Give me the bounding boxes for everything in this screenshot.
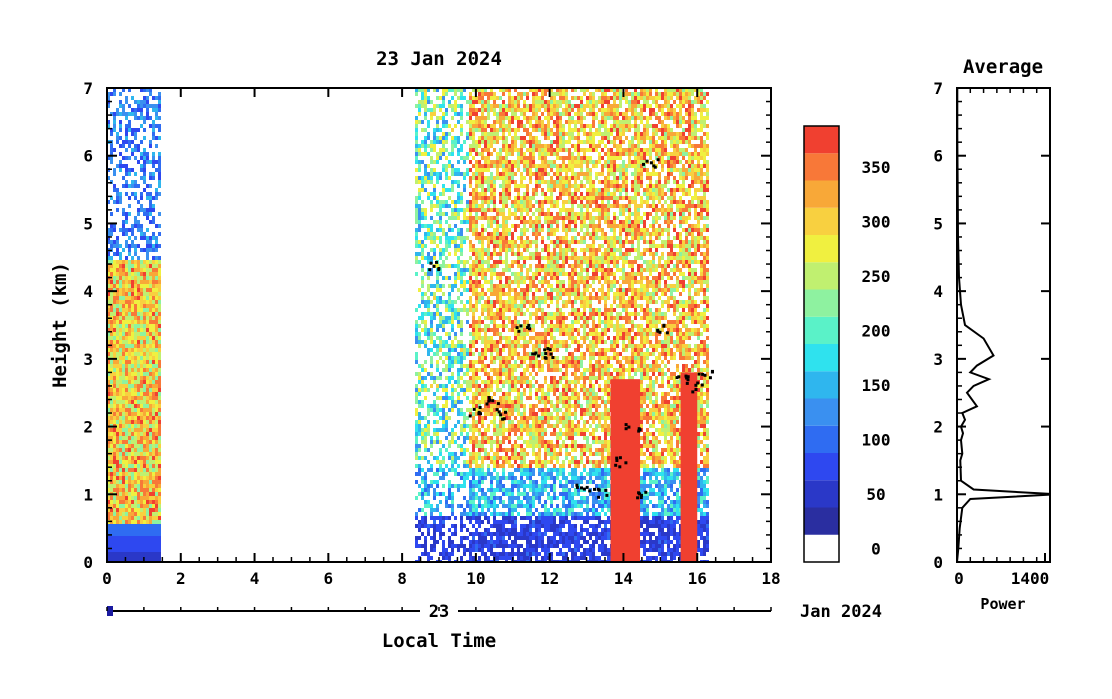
y-tick-label: 3 <box>83 350 93 369</box>
colorbar-label: 100 <box>862 430 891 449</box>
colorbar-label: 50 <box>866 485 885 504</box>
profile-y-tick-label: 3 <box>933 350 943 369</box>
colorbar-swatch <box>804 453 839 481</box>
colorbar-swatch <box>804 534 839 562</box>
cloud-layer-point <box>636 490 648 500</box>
colorbar-swatch <box>804 316 839 344</box>
strong-echo-column-1 <box>680 372 698 562</box>
x-tick-label: 16 <box>688 569 707 588</box>
heatmap-segment-1 <box>415 88 709 562</box>
y-tick-label: 2 <box>83 418 93 437</box>
cloud-layer-point <box>697 369 714 380</box>
profile-y-tick-label: 0 <box>933 553 943 572</box>
cloud-layer-point <box>624 423 642 433</box>
colorbar-label: 350 <box>862 158 891 177</box>
colorbar-swatch <box>804 371 839 399</box>
strong-echo-column-0 <box>610 379 641 562</box>
date-axis: 23 Jan 2024 <box>106 602 882 622</box>
date-axis-day-label: 23 <box>429 602 449 622</box>
profile-y-tick-label: 6 <box>933 147 943 166</box>
colorbar-label: 0 <box>871 539 881 558</box>
x-tick-label: 12 <box>540 569 559 588</box>
x-tick-label: 6 <box>324 569 334 588</box>
cloud-layer-point <box>428 260 441 272</box>
y-tick-label: 5 <box>83 214 93 233</box>
profile-plot-frame <box>956 87 1051 563</box>
colorbar-swatch <box>804 180 839 208</box>
average-power-line <box>957 88 1050 562</box>
cloud-layer-point <box>515 323 531 333</box>
main-x-axis-label: Local Time <box>382 630 496 652</box>
colorbar: 0 50 100 150 200 250 300 350 <box>803 125 891 563</box>
cloud-layer-point <box>614 456 628 469</box>
cloud-layer-point <box>675 374 690 382</box>
y-tick-label: 4 <box>83 282 93 301</box>
profile-y-tick-label: 7 <box>933 79 943 98</box>
colorbar-swatch <box>804 344 839 372</box>
colorbar-swatch <box>804 153 839 181</box>
y-tick-label: 6 <box>83 147 93 166</box>
colorbar-swatch <box>804 425 839 453</box>
colorbar-swatch <box>804 480 839 508</box>
x-tick-label: 18 <box>761 569 780 588</box>
cloud-layer-point <box>593 487 609 499</box>
colorbar-swatch <box>804 235 839 263</box>
x-tick-label: 0 <box>102 569 112 588</box>
colorbar-label: 150 <box>862 376 891 395</box>
colorbar-label: 300 <box>862 212 891 231</box>
x-tick-label: 10 <box>466 569 485 588</box>
cloud-layer-point <box>485 396 500 406</box>
main-title: 23 Jan 2024 <box>376 48 502 70</box>
cloud-layer-point <box>642 158 660 169</box>
profile-x-axis-label: Power <box>980 595 1025 613</box>
time-height-heatmap <box>107 88 714 562</box>
profile-title: Average <box>963 56 1043 78</box>
x-tick-label: 4 <box>250 569 260 588</box>
cloud-layer-point <box>685 381 704 394</box>
profile-y-tick-label: 5 <box>933 214 943 233</box>
heatmap-segment-0 <box>107 88 161 562</box>
colorbar-swatch <box>804 507 839 535</box>
profile-y-tick-label: 4 <box>933 282 943 301</box>
average-profile-plot <box>957 88 1050 562</box>
profile-x-tick-label: 0 <box>954 569 964 588</box>
colorbar-label: 200 <box>862 321 891 340</box>
y-tick-label: 0 <box>83 553 93 572</box>
cloud-layer-point <box>495 408 507 421</box>
x-tick-label: 14 <box>614 569 633 588</box>
colorbar-swatch <box>804 289 839 317</box>
profile-y-tick-label: 2 <box>933 418 943 437</box>
profile-axes: 0 1 2 3 4 5 6 7 0 1400 <box>933 79 1050 588</box>
colorbar-swatch <box>804 207 839 235</box>
colorbar-swatch <box>804 126 839 154</box>
cloud-layer-point <box>656 323 669 335</box>
cloud-layer-point <box>468 406 482 418</box>
cloud-layer-point <box>575 483 592 493</box>
x-tick-label: 2 <box>176 569 186 588</box>
profile-x-tick-label: 1400 <box>1011 569 1050 588</box>
colorbar-label: 250 <box>862 267 891 286</box>
y-tick-label: 7 <box>83 79 93 98</box>
colorbar-swatch <box>804 262 839 290</box>
main-y-axis-label: Height (km) <box>49 262 71 388</box>
colorbar-frame <box>803 125 840 563</box>
x-tick-label: 8 <box>397 569 407 588</box>
cloud-layer-point <box>543 347 555 360</box>
y-tick-label: 1 <box>83 485 93 504</box>
date-axis-month-label: Jan 2024 <box>800 602 882 622</box>
colorbar-swatch <box>804 398 839 426</box>
profile-y-tick-label: 1 <box>933 485 943 504</box>
